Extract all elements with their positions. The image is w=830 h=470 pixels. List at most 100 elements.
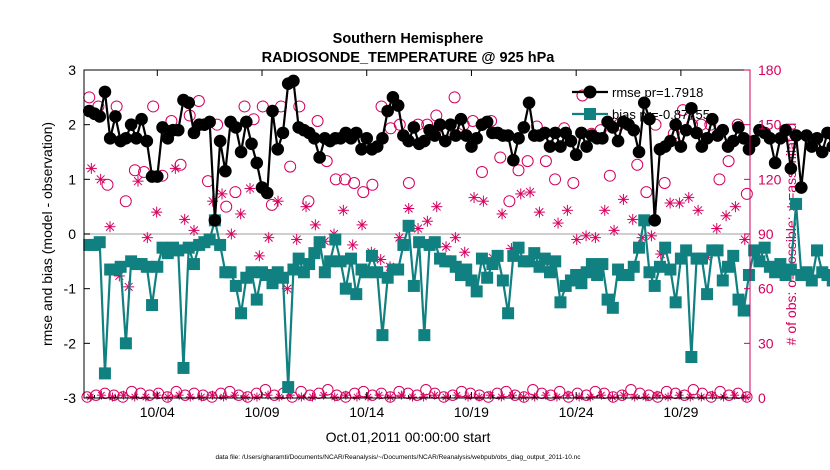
bias-point bbox=[606, 301, 619, 314]
assimilated-obs-point-stroke bbox=[217, 189, 227, 199]
legend: rmse pr=1.7918 bias pr=-0.87755 bbox=[572, 85, 710, 122]
assimilated-obs-point bbox=[533, 206, 545, 218]
bias-point bbox=[475, 252, 488, 265]
assimilated-obs-bottom-point bbox=[630, 392, 640, 402]
rmse-point bbox=[135, 112, 148, 126]
rmse-point bbox=[360, 132, 374, 145]
y-right-tick-label: 150 bbox=[758, 117, 782, 133]
rmse-point bbox=[789, 129, 803, 142]
assimilated-obs-point-stroke bbox=[189, 226, 199, 235]
rmse-point bbox=[381, 104, 394, 118]
assimilated-obs-point bbox=[179, 213, 191, 225]
assimilated-obs-point bbox=[309, 219, 321, 231]
rmse-point bbox=[716, 123, 730, 137]
assimilated-obs-point bbox=[263, 232, 275, 244]
rmse-point bbox=[784, 162, 798, 175]
bias-point bbox=[481, 271, 494, 284]
assimilated-obs-point bbox=[589, 232, 601, 244]
y-right-tick-label: 120 bbox=[758, 171, 782, 187]
assimilated-obs-bottom-point bbox=[463, 392, 473, 402]
rmse-point bbox=[512, 132, 525, 145]
assimilated-obs-bottom-point-stroke bbox=[464, 393, 472, 401]
rmse-point bbox=[779, 123, 792, 137]
assimilated-obs-bottom-point-stroke bbox=[642, 393, 650, 401]
possible-obs-bottom-point bbox=[348, 387, 361, 400]
assimilated-obs-point-stroke bbox=[647, 231, 656, 241]
assimilated-obs-point bbox=[300, 201, 312, 213]
assimilated-obs-bottom-point bbox=[174, 390, 184, 400]
assimilated-obs-bottom-point-stroke bbox=[442, 393, 450, 401]
assimilated-obs-point-stroke bbox=[339, 206, 348, 215]
assimilated-obs-point bbox=[720, 210, 732, 222]
assimilated-obs-point bbox=[477, 195, 489, 207]
possible-obs-bottom-point bbox=[455, 385, 468, 398]
bias-point bbox=[596, 258, 609, 271]
possible-obs-point bbox=[311, 115, 324, 128]
rmse-point bbox=[287, 74, 300, 88]
assimilated-obs-bottom-point bbox=[552, 392, 562, 402]
possible-obs-bottom-point bbox=[652, 391, 664, 403]
rmse-point bbox=[459, 129, 473, 142]
rmse-point bbox=[664, 134, 677, 148]
assimilated-obs-point-stroke bbox=[740, 235, 750, 244]
assimilated-obs-bottom-point-stroke bbox=[575, 393, 583, 401]
assimilated-obs-point-stroke bbox=[273, 196, 283, 206]
rmse-point bbox=[501, 129, 515, 142]
assimilated-obs-point bbox=[347, 239, 359, 251]
y-right-tick-label: 0 bbox=[758, 390, 766, 406]
rmse-point bbox=[480, 115, 494, 129]
assimilated-obs-point-stroke bbox=[376, 255, 385, 264]
possible-obs-point bbox=[101, 178, 114, 191]
rmse-point bbox=[674, 140, 688, 153]
assimilated-obs-point bbox=[104, 221, 116, 233]
rmse-point bbox=[575, 126, 588, 140]
assimilated-obs-point bbox=[85, 162, 97, 174]
assimilated-obs-point bbox=[141, 232, 153, 244]
assimilated-obs-point-stroke bbox=[479, 196, 488, 206]
legend-label: rmse pr=1.7918 bbox=[612, 85, 703, 100]
rmse-point bbox=[156, 121, 169, 134]
assimilated-obs-bottom-point-stroke bbox=[597, 391, 605, 399]
data-file-footnote: data file: /Users/gharamti/Documents/NCA… bbox=[216, 454, 582, 461]
assimilated-obs-bottom-point bbox=[685, 392, 695, 402]
assimilated-obs-point bbox=[692, 204, 704, 216]
bias-point bbox=[711, 244, 724, 257]
y-axis-label-left: rmse and bias (model - observation) bbox=[39, 122, 55, 346]
y-right-tick-label: 30 bbox=[758, 335, 774, 351]
assimilated-obs-bottom-point-stroke bbox=[297, 393, 305, 401]
assimilated-obs-bottom-point-stroke bbox=[497, 393, 505, 401]
bias-point bbox=[276, 271, 289, 284]
bias-point bbox=[465, 274, 478, 287]
bias-point bbox=[235, 307, 248, 320]
plot-area: 10/04 10/09 10/14 10/19 10/24 10/29 -3 -2 -1 0 1 2 3… bbox=[64, 62, 830, 420]
chart-title: Southern Hemisphere bbox=[333, 31, 484, 47]
assimilated-obs-bottom-point-stroke bbox=[86, 393, 94, 401]
assimilated-obs-point bbox=[281, 283, 293, 295]
bias-point bbox=[371, 266, 384, 279]
possible-obs-point bbox=[631, 158, 644, 171]
rmse-point bbox=[229, 121, 243, 134]
rmse-point bbox=[140, 134, 154, 148]
y-left-tick-label: -1 bbox=[64, 281, 77, 297]
assimilated-obs-bottom-point-stroke bbox=[364, 393, 372, 401]
assimilated-obs-bottom-point-stroke bbox=[108, 393, 117, 401]
assimilated-obs-point-stroke bbox=[721, 211, 731, 221]
assimilated-obs-point bbox=[132, 175, 144, 187]
assimilated-obs-point-stroke bbox=[301, 202, 311, 211]
assimilated-obs-point bbox=[729, 201, 741, 213]
assimilated-obs-point-stroke bbox=[264, 233, 273, 242]
rmse-line bbox=[88, 79, 830, 221]
bias-point bbox=[428, 236, 441, 249]
possible-obs-point bbox=[740, 187, 753, 200]
assimilated-obs-point-stroke bbox=[395, 233, 404, 242]
bias-point bbox=[182, 241, 195, 254]
assimilated-obs-bottom-point bbox=[241, 392, 251, 402]
possible-obs-bottom-point bbox=[161, 391, 174, 403]
possible-obs-bottom-point bbox=[304, 389, 316, 401]
possible-obs-point bbox=[265, 198, 278, 211]
bias-point bbox=[418, 329, 431, 342]
assimilated-obs-point-stroke bbox=[628, 215, 637, 224]
bias-point bbox=[318, 266, 331, 279]
assimilated-obs-bottom-point bbox=[719, 392, 729, 402]
assimilated-obs-bottom-point-stroke bbox=[208, 391, 217, 399]
